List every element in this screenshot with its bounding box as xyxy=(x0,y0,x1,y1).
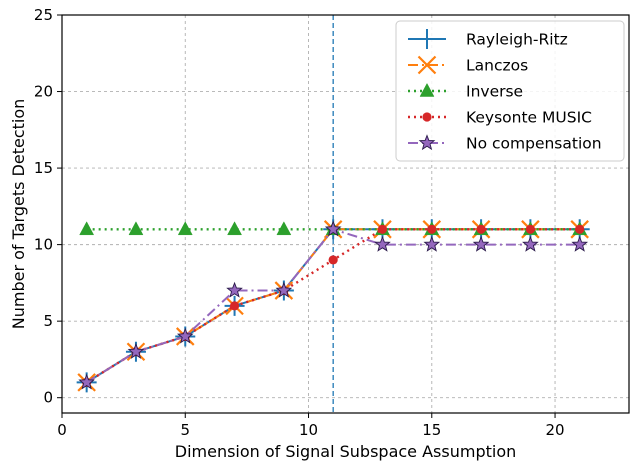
data-point xyxy=(276,221,292,236)
legend-swatch-marker xyxy=(422,112,432,122)
data-point xyxy=(522,235,539,252)
y-tick-label: 15 xyxy=(34,159,53,177)
x-tick-label: 0 xyxy=(57,421,67,439)
data-point xyxy=(324,220,342,237)
legend: Rayleigh-Ritz Lanczos Inverse Keysonte MUSI… xyxy=(395,20,625,162)
data-point xyxy=(227,221,242,236)
data-point xyxy=(78,373,95,390)
data-point xyxy=(176,327,194,344)
legend-label: Lanczos xyxy=(466,57,528,75)
data-point xyxy=(79,221,95,236)
data-point xyxy=(472,235,490,252)
legend-label: Rayleigh-Ritz xyxy=(466,31,568,49)
x-axis-ticks: 0 5 10 15 20 xyxy=(57,413,565,439)
data-point xyxy=(226,281,243,298)
y-tick-label: 0 xyxy=(43,389,53,407)
series-4 xyxy=(78,220,589,390)
plot-frame xyxy=(61,14,630,414)
data-point xyxy=(127,343,145,359)
x-tick-label: 5 xyxy=(180,421,190,439)
legend-entry-0: Rayleigh-Ritz xyxy=(408,29,568,49)
data-point xyxy=(128,221,144,236)
y-tick-label: 20 xyxy=(34,83,53,101)
legend-swatch-marker xyxy=(417,29,437,49)
data-point xyxy=(575,224,585,234)
data-point xyxy=(328,255,338,265)
data-point xyxy=(177,221,193,236)
y-axis-ticks: 0 5 10 15 20 25 xyxy=(34,6,62,407)
data-point xyxy=(423,235,441,252)
data-point xyxy=(427,224,437,234)
data-point xyxy=(374,235,391,252)
legend-entry-4: No compensation xyxy=(408,134,602,153)
legend-label: No compensation xyxy=(466,135,602,153)
legend-label: Keysonte MUSIC xyxy=(466,109,592,127)
y-tick-label: 25 xyxy=(34,6,53,24)
x-tick-label: 10 xyxy=(299,421,318,439)
legend-entry-1: Lanczos xyxy=(408,55,528,75)
data-point xyxy=(571,235,589,252)
x-axis-label: Dimension of Signal Subspace Assumption xyxy=(175,442,517,461)
x-tick-label: 20 xyxy=(545,421,564,439)
data-point xyxy=(525,224,535,234)
data-point xyxy=(229,301,240,311)
legend-box xyxy=(395,20,625,162)
legend-entry-2: Inverse xyxy=(408,83,523,101)
legend-entry-3: Keysonte MUSIC xyxy=(408,109,592,127)
series-layer xyxy=(76,219,590,393)
legend-swatch-marker xyxy=(418,134,436,151)
legend-swatch-marker xyxy=(419,82,435,97)
y-axis-label: Number of Targets Detection xyxy=(9,99,28,330)
y-tick-label: 5 xyxy=(43,312,53,330)
y-tick-label: 10 xyxy=(34,236,53,254)
data-point xyxy=(377,224,388,234)
data-point xyxy=(275,281,293,298)
legend-label: Inverse xyxy=(466,83,523,101)
x-tick-label: 15 xyxy=(422,421,441,439)
legend-swatch-marker xyxy=(417,55,437,75)
data-point xyxy=(476,224,486,234)
